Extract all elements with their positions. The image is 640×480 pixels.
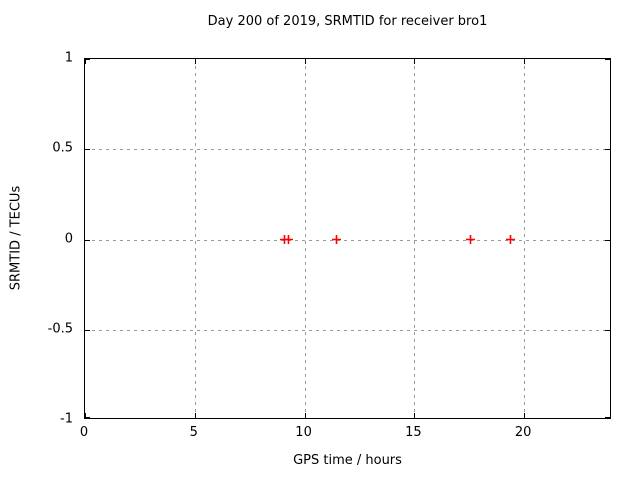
y-gridline bbox=[85, 239, 610, 241]
x-tick-label: 10 bbox=[295, 425, 312, 440]
y-gridline bbox=[85, 329, 610, 331]
x-tick-mark bbox=[414, 413, 416, 418]
chart-title: Day 200 of 2019, SRMTID for receiver bro… bbox=[207, 14, 488, 29]
x-tick-label: 5 bbox=[189, 425, 198, 440]
x-tick-label: 15 bbox=[405, 425, 422, 440]
x-tick-mark bbox=[524, 413, 526, 418]
data-point-plus-icon bbox=[283, 235, 293, 244]
y-tick-label: 0.5 bbox=[52, 140, 73, 156]
data-point-plus-icon bbox=[465, 235, 475, 244]
y-tick-mark bbox=[85, 239, 90, 241]
x-tick-mark bbox=[304, 59, 306, 64]
y-tick-mark bbox=[85, 149, 90, 151]
x-gridline bbox=[524, 59, 526, 418]
y-tick-label: -1 bbox=[60, 411, 73, 427]
x-gridline bbox=[304, 59, 306, 418]
x-axis-label: GPS time / hours bbox=[293, 453, 402, 468]
x-gridline bbox=[414, 59, 416, 418]
y-tick-label: 1 bbox=[64, 50, 73, 66]
y-tick-mark bbox=[605, 417, 610, 418]
y-axis-label: SRMTID / TECUs bbox=[8, 185, 24, 291]
x-tick-mark bbox=[304, 413, 306, 418]
x-tick-mark bbox=[194, 413, 196, 418]
y-tick-mark bbox=[85, 417, 90, 418]
plot-area bbox=[84, 58, 611, 419]
y-tick-label: -0.5 bbox=[47, 321, 73, 337]
y-tick-mark bbox=[605, 59, 610, 60]
y-gridline bbox=[85, 149, 610, 151]
y-tick-label: 0 bbox=[64, 231, 73, 246]
y-tick-mark bbox=[85, 59, 90, 60]
x-tick-mark bbox=[414, 59, 416, 64]
y-tick-mark bbox=[605, 239, 610, 241]
y-tick-mark bbox=[605, 329, 610, 331]
x-tick-label: 0 bbox=[79, 425, 89, 440]
y-tick-mark bbox=[605, 149, 610, 151]
x-tick-mark bbox=[194, 59, 196, 64]
y-tick-mark bbox=[85, 329, 90, 331]
data-point-plus-icon bbox=[331, 235, 341, 244]
x-tick-label: 20 bbox=[514, 425, 532, 440]
x-tick-mark bbox=[85, 413, 86, 418]
data-point-plus-icon bbox=[506, 235, 516, 244]
x-tick-mark bbox=[85, 59, 86, 64]
x-tick-mark bbox=[524, 59, 526, 64]
x-gridline bbox=[194, 59, 196, 418]
